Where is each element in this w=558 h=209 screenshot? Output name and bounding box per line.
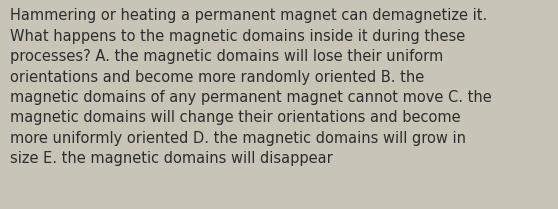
Text: Hammering or heating a permanent magnet can demagnetize it.
What happens to the : Hammering or heating a permanent magnet … <box>10 8 492 166</box>
